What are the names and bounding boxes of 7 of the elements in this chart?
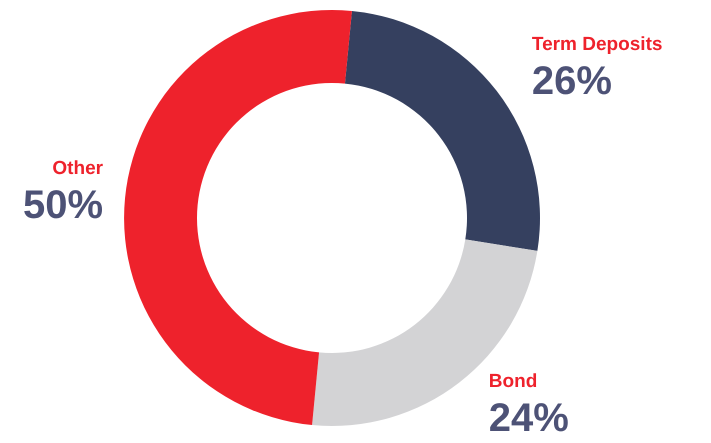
slice-label: Other <box>52 158 104 179</box>
donut-slice <box>124 10 352 426</box>
slice-label: Bond <box>488 370 538 392</box>
data-label: 50% <box>23 182 104 227</box>
data-label: 24% <box>488 396 569 440</box>
data-label: 26% <box>532 59 612 104</box>
slice-label: Term Deposits <box>532 34 662 56</box>
